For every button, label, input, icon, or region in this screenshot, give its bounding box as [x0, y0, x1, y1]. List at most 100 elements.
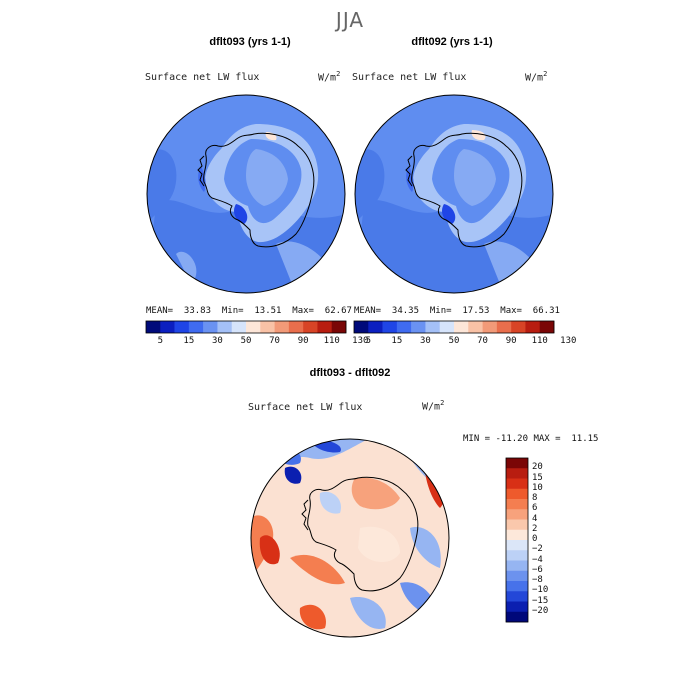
difference-colorbar-swatch	[506, 458, 528, 469]
difference-map	[250, 438, 450, 638]
panel-1-colorbar-swatch	[203, 321, 218, 333]
difference-colorbar-swatch	[506, 570, 528, 582]
panel-1-coastline	[203, 132, 315, 248]
panel-2-stats: MEAN= 34.35 Min= 17.53 Max= 66.31	[354, 306, 560, 316]
panel-1-colorbar-tick-label: 30	[212, 336, 223, 346]
panel-2-colorbar-swatch	[439, 321, 455, 333]
panel-2-coastline	[411, 132, 523, 248]
difference-colorbar-tick-label: −6	[532, 564, 543, 575]
difference-colorbar-tick-label: 2	[532, 523, 538, 534]
panel-2-colorbar-swatch	[539, 321, 555, 333]
panel-1-colorbar-swatch	[288, 321, 304, 333]
difference-colorbar-swatch	[506, 581, 528, 592]
figure-title: JJA	[335, 8, 365, 32]
difference-colorbar-swatch	[506, 560, 528, 572]
panel-2-map-border	[354, 94, 554, 294]
panel-2-colorbar-swatch	[454, 321, 469, 333]
panel-1-field-band	[176, 251, 197, 284]
panel-1-colorbar-swatch	[303, 321, 318, 333]
difference-colorbar-swatch	[506, 540, 528, 551]
panel-1-title: dflt093 (yrs 1-1)	[209, 36, 291, 48]
difference-colorbar-swatch	[506, 550, 528, 561]
panel-1-colorbar-tick-label: 130	[352, 336, 369, 346]
panel-2-map	[354, 94, 554, 294]
difference-colorbar-swatch	[506, 478, 528, 490]
difference-colorbar-tick-label: −8	[532, 575, 543, 585]
panel-2-colorbar-border	[353, 320, 555, 334]
difference-colorbar-swatch	[506, 488, 528, 500]
panel-1-colorbar-tick-label: 5	[157, 336, 163, 346]
difference-colorbar-swatch	[506, 601, 528, 613]
difference-field-patch	[358, 526, 400, 563]
panel-2-colorbar-swatch	[411, 321, 426, 333]
panel-1-colorbar	[145, 320, 347, 334]
difference-colorbar-swatch	[506, 499, 528, 510]
panel-1-colorbar-swatch	[231, 321, 247, 333]
difference-colorbar-tick-label: 15	[532, 472, 543, 483]
panel-1-colorbar-tick-label: 110	[323, 336, 340, 346]
difference-colorbar-swatch	[506, 509, 528, 520]
difference-units: W/m2	[422, 399, 445, 413]
panel-2-field-band	[441, 204, 456, 224]
difference-field-patch	[299, 604, 326, 630]
difference-colorbar-border	[505, 457, 529, 623]
panel-2-colorbar	[353, 320, 555, 334]
panel-2-colorbar-tick-label: 110	[531, 336, 548, 346]
difference-colorbar-swatch	[506, 529, 528, 541]
panel-1-field-band	[246, 149, 288, 206]
panel-1-peninsula	[197, 155, 205, 187]
difference-field-patch	[351, 477, 400, 510]
panel-1-variable-label: Surface net LW flux	[145, 72, 260, 83]
panel-1-colorbar-swatch	[331, 321, 347, 333]
panel-1-colorbar-swatch	[188, 321, 204, 333]
panel-1-colorbar-swatch	[217, 321, 233, 333]
panel-2-field-band	[355, 149, 385, 224]
difference-colorbar-labels: 20 15 10 8 6 4 2 0 −2 −4 −6 −8 −10 −15 −20	[532, 458, 572, 622]
difference-colorbar-tick-label: −2	[532, 544, 543, 555]
difference-colorbar-tick-label: 20	[532, 462, 543, 473]
panel-2-field-band	[454, 149, 496, 206]
panel-2-peninsula	[405, 155, 413, 187]
panel-2-colorbar-swatch	[368, 321, 383, 333]
panel-1-map-border	[146, 94, 346, 294]
panel-2-colorbar-tick-label: 15	[391, 336, 403, 346]
panel-1-colorbar-tick-label: 90	[297, 336, 309, 346]
panel-2-field-band	[471, 130, 486, 141]
panel-1-colorbar-swatch	[274, 321, 290, 333]
panel-2-colorbar-tick-label: 70	[477, 336, 488, 346]
panel-2-units: W/m2	[525, 70, 548, 84]
difference-variable-label: Surface net LW flux	[248, 402, 363, 413]
difference-field-patch	[410, 527, 441, 568]
panel-1-field-band	[233, 204, 248, 224]
panel-1-units: W/m2	[318, 70, 341, 84]
panel-1-stats: MEAN= 33.83 Min= 13.51 Max= 62.67	[146, 306, 352, 316]
difference-colorbar-tick-label: −4	[532, 554, 543, 565]
difference-colorbar-swatch	[506, 519, 528, 531]
panel-2-colorbar-swatch	[482, 321, 498, 333]
difference-field-patch	[259, 535, 280, 565]
difference-field-patch	[290, 554, 345, 585]
difference-colorbar-tick-label: 10	[532, 482, 543, 493]
panel-2-colorbar-tick-label: 50	[448, 336, 460, 346]
difference-colorbar-swatch	[506, 468, 528, 479]
difference-map-border	[250, 438, 450, 638]
difference-colorbar	[505, 457, 529, 623]
panel-2-colorbar-swatch	[468, 321, 483, 333]
panel-1-colorbar-swatch	[146, 321, 161, 333]
difference-colorbar-swatch	[506, 591, 528, 602]
panel-2-colorbar-swatch	[525, 321, 541, 333]
panel-1-colorbar-tick-label: 70	[269, 336, 280, 346]
difference-colorbar-tick-label: −10	[532, 585, 549, 596]
panel-2-colorbar-swatch	[425, 321, 441, 333]
difference-colorbar-tick-label: 6	[532, 503, 538, 514]
panel-2-title: dflt092 (yrs 1-1)	[411, 36, 493, 48]
panel-2-colorbar-tick-label: 5	[365, 336, 371, 346]
difference-title: dflt093 - dflt092	[309, 367, 391, 379]
panel-2-colorbar-swatch	[511, 321, 526, 333]
panel-2-colorbar-labels: 5 15 30 50 70 90 110 130	[354, 336, 577, 348]
difference-field-patch	[350, 597, 386, 629]
panel-1-colorbar-swatch	[317, 321, 333, 333]
panel-2-colorbar-tick-label: 130	[560, 336, 577, 346]
difference-field-patch	[284, 466, 302, 484]
panel-1-colorbar-tick-label: 50	[240, 336, 252, 346]
